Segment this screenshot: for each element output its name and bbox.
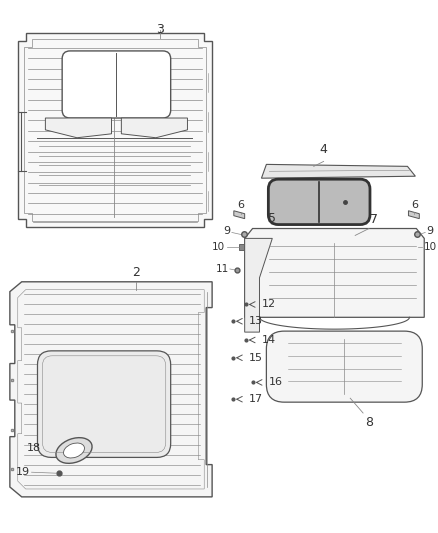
Polygon shape xyxy=(234,211,245,219)
Text: 17: 17 xyxy=(249,394,263,404)
Polygon shape xyxy=(121,118,187,138)
Text: 9: 9 xyxy=(223,227,230,237)
Polygon shape xyxy=(261,164,415,178)
Polygon shape xyxy=(409,211,419,219)
Text: 10: 10 xyxy=(424,243,438,252)
Text: 11: 11 xyxy=(215,264,229,274)
Text: 6: 6 xyxy=(411,200,418,210)
Text: 3: 3 xyxy=(156,23,164,36)
Polygon shape xyxy=(46,118,112,138)
Text: 12: 12 xyxy=(261,300,276,310)
Text: 7: 7 xyxy=(370,213,378,225)
FancyBboxPatch shape xyxy=(239,244,245,250)
FancyBboxPatch shape xyxy=(38,351,171,457)
Polygon shape xyxy=(245,238,272,332)
FancyBboxPatch shape xyxy=(413,244,418,250)
Ellipse shape xyxy=(56,438,92,463)
Polygon shape xyxy=(245,229,424,317)
Text: 16: 16 xyxy=(268,377,283,387)
Polygon shape xyxy=(10,282,212,497)
Text: 13: 13 xyxy=(249,316,263,326)
Text: 15: 15 xyxy=(249,353,263,363)
Text: 8: 8 xyxy=(365,416,373,429)
Text: 5: 5 xyxy=(268,212,276,225)
Text: 19: 19 xyxy=(15,467,30,477)
Text: 18: 18 xyxy=(27,442,42,453)
Text: 4: 4 xyxy=(320,143,328,157)
Polygon shape xyxy=(18,33,212,227)
FancyBboxPatch shape xyxy=(268,179,370,224)
Ellipse shape xyxy=(64,443,85,458)
Text: 9: 9 xyxy=(426,227,433,237)
FancyBboxPatch shape xyxy=(62,51,171,118)
Text: 10: 10 xyxy=(212,243,225,252)
Text: 6: 6 xyxy=(237,200,244,210)
Text: 2: 2 xyxy=(132,266,140,279)
FancyBboxPatch shape xyxy=(266,331,422,402)
Text: 14: 14 xyxy=(261,335,276,345)
